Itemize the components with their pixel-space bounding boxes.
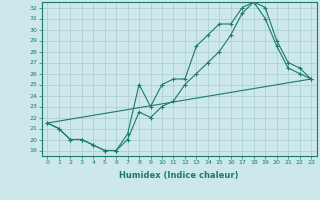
X-axis label: Humidex (Indice chaleur): Humidex (Indice chaleur): [119, 171, 239, 180]
